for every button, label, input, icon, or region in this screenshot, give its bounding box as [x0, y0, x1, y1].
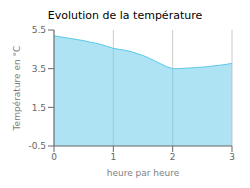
svg-text:3.5: 3.5 — [32, 64, 46, 74]
svg-text:-0.5: -0.5 — [28, 141, 46, 151]
svg-text:2: 2 — [170, 152, 176, 162]
svg-text:5.5: 5.5 — [32, 25, 46, 35]
svg-text:0: 0 — [51, 152, 57, 162]
svg-text:1.5: 1.5 — [32, 103, 46, 113]
html-text:Evolution de la température: Evolution de la température — [47, 9, 203, 22]
svg-text:3: 3 — [229, 152, 235, 162]
svg-text:Température en °C: Température en °C — [12, 46, 22, 132]
svg-text:heure par heure: heure par heure — [107, 168, 180, 178]
svg-text:1: 1 — [110, 152, 116, 162]
